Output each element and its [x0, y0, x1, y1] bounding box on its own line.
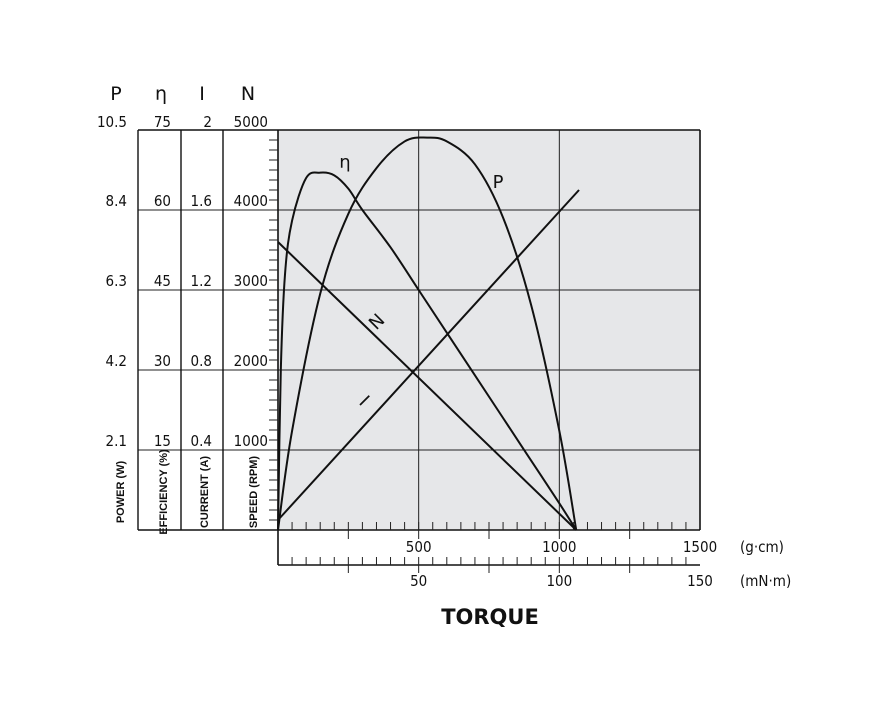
series-N-curve: [277, 241, 577, 531]
y-axis-symbol: η: [155, 83, 167, 105]
y-tick-label: 6.3: [106, 272, 127, 290]
y-axis-title: CURRENT (A): [199, 456, 211, 528]
y-tick-label: 2.1: [106, 432, 127, 450]
x-unit-mnm: (mN·m): [740, 572, 791, 590]
y-tick-label: 45: [154, 272, 171, 290]
chart-title: TORQUE: [441, 605, 539, 629]
y-tick-label: 3000: [234, 272, 268, 290]
y-tick-label: 15: [154, 432, 171, 450]
x-unit-gcm: (g·cm): [740, 538, 784, 556]
series-eta-curve: [277, 171, 578, 531]
y-axis-symbol: I: [199, 83, 205, 105]
y-axis-title: POWER (W): [115, 461, 127, 524]
x-tick-label-gcm: 1000: [542, 538, 576, 556]
x-tick-label-mnm: 100: [546, 572, 572, 590]
y-axis-title: EFFICIENCY (%): [158, 449, 170, 535]
y-axis-top-label: 2: [203, 113, 212, 131]
x-tick-label-mnm: 150: [687, 572, 713, 590]
x-tick-label-gcm: 1500: [683, 538, 717, 556]
series-I-curve: [277, 189, 580, 521]
y-tick-label: 8.4: [106, 192, 127, 210]
series-label-eta: η: [339, 152, 350, 173]
y-axis-top-label: 75: [154, 113, 171, 131]
x-tick-label-mnm: 50: [410, 572, 427, 590]
plot-area: [278, 130, 700, 530]
series-P-curve: [277, 136, 578, 531]
y-tick-label: 0.4: [191, 432, 212, 450]
series-label-P: P: [493, 172, 504, 193]
y-tick-label: 4000: [234, 192, 268, 210]
y-tick-label: 4.2: [106, 352, 127, 370]
y-tick-label: 30: [154, 352, 171, 370]
y-axis-title: SPEED (RPM): [248, 456, 260, 528]
y-axis-symbol: P: [110, 83, 121, 105]
y-tick-label: 0.8: [191, 352, 212, 370]
y-tick-label: 2000: [234, 352, 268, 370]
y-axis-symbol: N: [241, 83, 255, 105]
x-tick-label-gcm: 500: [406, 538, 432, 556]
y-tick-label: 1000: [234, 432, 268, 450]
y-axis-top-label: 5000: [234, 113, 268, 131]
y-tick-label: 1.2: [191, 272, 212, 290]
y-tick-label: 60: [154, 192, 171, 210]
y-tick-label: 1.6: [191, 192, 212, 210]
y-axis-top-label: 10.5: [97, 113, 127, 131]
